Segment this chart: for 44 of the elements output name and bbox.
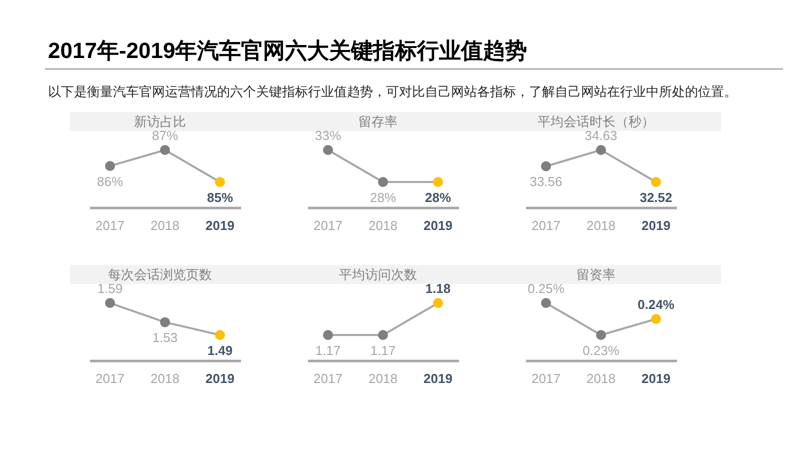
title: 2017年-2019年汽车官网六大关键指标行业值趋势: [48, 38, 528, 63]
data-label: 0.25%: [528, 281, 564, 296]
data-label: 28%: [370, 190, 396, 205]
x-tick: 2017: [314, 371, 342, 386]
data-label: 0.24%: [638, 297, 674, 312]
data-label: 1.17: [370, 343, 396, 358]
panel-title: 平均访问次数: [339, 267, 417, 282]
data-label: 1.49: [207, 343, 233, 358]
x-tick: 2018: [368, 371, 398, 386]
panel-title: 每次会话浏览页数: [108, 267, 212, 282]
data-label: 87%: [152, 128, 178, 143]
panel-title: 留存率: [358, 114, 398, 129]
data-label: 34.63: [584, 128, 618, 143]
x-tick: 2018: [150, 371, 180, 386]
x-tick: 2017: [96, 218, 124, 233]
x-tick: 2018: [150, 218, 180, 233]
x-tick: 2017: [532, 218, 560, 233]
data-label: 33%: [314, 128, 342, 143]
panel-title: 平均会话时长（秒）: [538, 114, 654, 129]
x-tick: 2019: [642, 218, 670, 233]
data-label: 1.59: [97, 281, 123, 296]
data-label: 86%: [96, 174, 124, 189]
x-tick: 2017: [532, 371, 560, 386]
x-tick: 2017: [314, 218, 342, 233]
x-tick: 2018: [586, 218, 616, 233]
x-tick: 2019: [424, 371, 452, 386]
data-label: 33.56: [530, 174, 562, 190]
x-tick: 2018: [368, 218, 398, 233]
data-label: 28%: [424, 190, 452, 205]
panel-title: 留资率: [576, 267, 616, 282]
x-tick: 2019: [424, 218, 452, 233]
data-label: 32.52: [640, 190, 672, 205]
x-tick: 2017: [96, 371, 124, 386]
x-tick: 2018: [586, 371, 616, 386]
data-label: 85%: [206, 190, 234, 205]
data-label: 0.23%: [582, 343, 620, 358]
x-tick: 2019: [206, 218, 234, 233]
subtitle: 以下是衡量汽车官网运营情况的六个关键指标行业值趋势，可对比自己网站各指标，了解自己网站在行业中所处的位置。: [48, 84, 737, 99]
data-label: 1.53: [152, 330, 178, 346]
x-tick: 2019: [642, 371, 670, 386]
panel-title: 新访占比: [134, 114, 186, 129]
x-tick: 2019: [206, 371, 234, 386]
data-label: 1.17: [315, 343, 341, 358]
data-label: 1.18: [425, 281, 451, 296]
